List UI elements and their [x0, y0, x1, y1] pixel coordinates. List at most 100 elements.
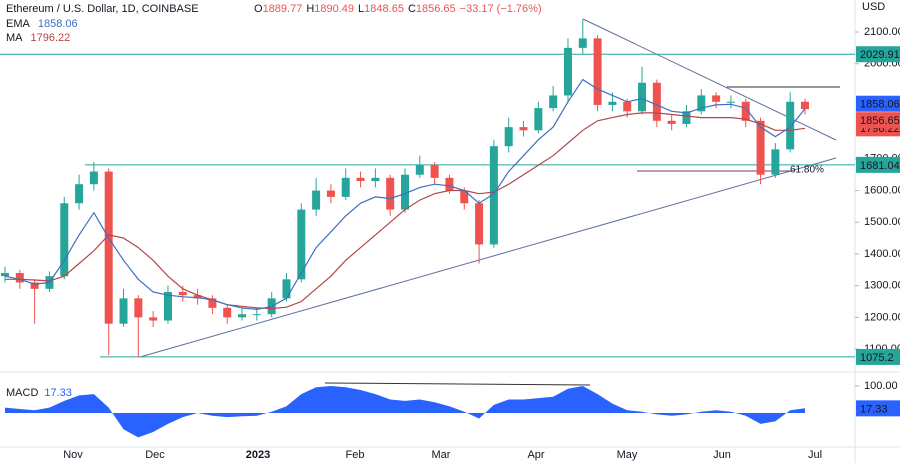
candle-body: [726, 101, 735, 103]
candle-body: [163, 292, 172, 321]
candle-body: [756, 120, 765, 175]
x-tick-label: 2023: [246, 449, 270, 461]
price-badge-label: 2029.91: [860, 49, 900, 61]
price-badge-label: 1075.2: [860, 352, 894, 364]
price-badge: [856, 400, 900, 417]
header-field: 1889.77: [263, 3, 303, 15]
candle-body: [608, 101, 617, 105]
candle-body: [326, 190, 335, 197]
candle-body: [208, 298, 217, 308]
x-tick-label: Jul: [808, 449, 822, 461]
candle-body: [667, 120, 676, 124]
price-badge: [856, 156, 900, 173]
candle-body: [801, 101, 809, 110]
candle-body: [223, 307, 232, 318]
price-badge-label: 1856.65: [860, 115, 900, 127]
candle-body: [549, 95, 558, 109]
candle-body: [1, 272, 9, 277]
macd-legend: MACD 17.33: [6, 387, 72, 399]
legend-name: MA: [6, 32, 23, 44]
price-badge: [856, 46, 900, 63]
legend-name: EMA: [6, 18, 31, 30]
x-tick-label: Apr: [527, 449, 544, 461]
macd-area: [5, 386, 805, 438]
candle-body: [297, 209, 306, 280]
candle-body: [563, 47, 572, 96]
candle-body: [401, 174, 409, 210]
x-tick-label: Nov: [63, 449, 83, 461]
candle-body: [519, 127, 528, 131]
candle-body: [430, 165, 439, 178]
header-field: 1890.49: [314, 3, 354, 15]
candle-body: [149, 317, 158, 321]
y-tick-label: 2100.00: [864, 26, 900, 38]
ohlc-header: O1889.77 H1890.49 L1848.65 C1856.65 −33.17 (…: [254, 3, 542, 15]
chart-title: Ethereum / U.S. Dollar, 1D, COINBASE: [6, 3, 199, 15]
header-field: −33.17 (−1.76%): [460, 3, 542, 15]
header-field: C: [408, 3, 416, 15]
trendline: [139, 157, 837, 358]
candle-body: [638, 82, 647, 112]
price-badge-label: 1681.04: [860, 160, 900, 172]
candle-body: [445, 177, 454, 191]
x-tick-label: Mar: [432, 449, 451, 461]
legend-value: 1858.06: [38, 18, 78, 30]
y-tick-label: 100.00: [864, 380, 898, 392]
candle-body: [252, 314, 261, 316]
candle-body: [104, 171, 113, 324]
x-tick-label: Feb: [346, 449, 365, 461]
candle-body: [475, 203, 484, 245]
x-tick-label: Dec: [145, 449, 165, 461]
price-badge-label: 17.33: [860, 403, 888, 415]
candle-body: [460, 190, 469, 204]
trendline: [582, 18, 837, 141]
legend-value: 1796.22: [31, 32, 71, 44]
candle-body: [15, 272, 24, 283]
x-tick-label: Jun: [713, 449, 731, 461]
candle-body: [578, 38, 587, 48]
candle-body: [238, 314, 247, 318]
fib-label: 61.80%: [790, 165, 824, 176]
candle-body: [178, 292, 187, 296]
candle-body: [534, 108, 543, 131]
candle-body: [30, 282, 39, 289]
candle-body: [371, 177, 380, 182]
candle-body: [341, 177, 350, 197]
legend-name: MACD: [6, 387, 38, 399]
currency: USD: [862, 1, 885, 13]
header-field: L: [358, 3, 364, 15]
candle-body: [697, 95, 706, 112]
legend-entry: MA 1796.22: [6, 32, 70, 44]
price-badge-label: 1858.06: [860, 99, 900, 111]
candle-body: [504, 127, 513, 147]
candle-body: [593, 38, 602, 105]
divergence-line: [324, 382, 591, 386]
candle-body: [75, 184, 84, 204]
candle-body: [741, 101, 750, 121]
candle-body: [415, 165, 424, 175]
ema-line: [4, 78, 806, 311]
y-tick-label: 1600.00: [864, 184, 900, 196]
y-tick-label: 1200.00: [864, 311, 900, 323]
y-tick-label: 1300.00: [864, 280, 900, 292]
candle-body: [89, 171, 98, 185]
legend-entry: EMA 1858.06: [6, 18, 78, 30]
candle-body: [356, 177, 365, 182]
price-badge: [856, 95, 900, 112]
candle-body: [652, 82, 661, 121]
candle-body: [771, 149, 780, 175]
candle-body: [60, 203, 69, 277]
candle-body: [712, 95, 721, 102]
ma-line: [5, 112, 806, 310]
header-field: 1848.65: [364, 3, 404, 15]
candle-body: [682, 111, 691, 124]
candle-body: [786, 101, 795, 150]
price-badge: [856, 348, 900, 365]
candle-body: [193, 295, 202, 299]
candle-body: [134, 298, 143, 318]
header-field: 1856.65: [416, 3, 456, 15]
candle-body: [489, 146, 498, 245]
candle-body: [312, 190, 321, 210]
candle-body: [119, 298, 128, 324]
